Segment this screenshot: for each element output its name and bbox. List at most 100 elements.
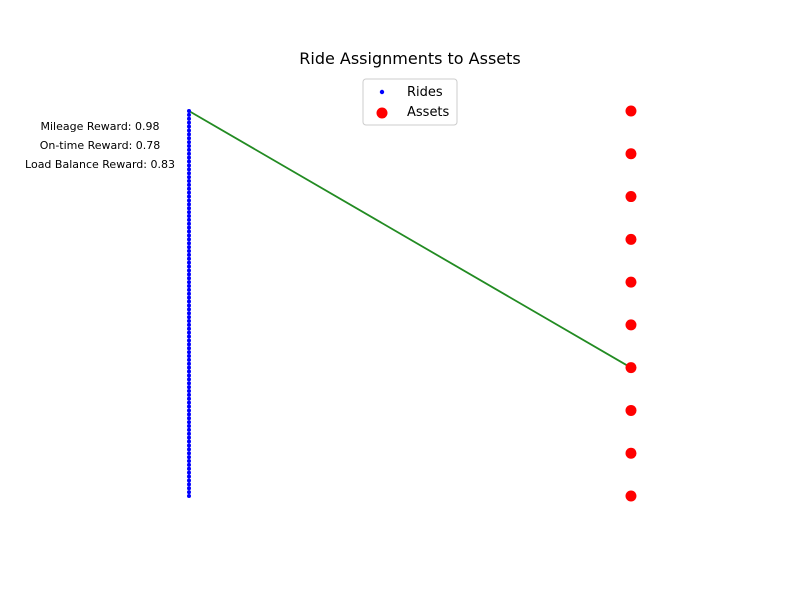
ride-point [187,311,191,316]
ride-point [187,124,191,129]
ride-point [187,354,191,358]
ride-point [187,272,191,277]
ride-point [187,326,191,331]
ride-point [187,466,191,471]
ride-point [187,357,191,362]
ride-point [187,381,191,386]
chart-title: Ride Assignments to Assets [299,49,521,68]
asset-point [625,404,637,416]
ride-point [187,427,191,432]
ride-point [187,389,191,393]
ride-point [187,109,191,113]
ride-point [187,369,191,374]
ride-point [187,167,191,172]
ride-point [187,334,191,339]
reward-annotations: Mileage Reward: 0.98 On-time Reward: 0.7… [25,120,175,171]
ride-point [187,424,191,428]
asset-point [625,148,637,160]
ride-point [187,136,191,141]
ride-point [187,416,191,421]
asset-point [625,191,637,203]
ride-point [187,392,191,397]
ride-point [187,190,191,195]
ride-point [187,435,191,440]
ride-point [187,287,191,292]
ride-point [187,214,191,218]
ride-point [187,431,191,436]
ride-point [187,346,191,351]
ride-point [187,217,191,222]
ride-point [187,155,191,160]
ride-point [187,260,191,265]
ride-point [187,225,191,230]
load-balance-reward-label: Load Balance Reward: 0.83 [25,158,175,171]
legend: Rides Assets [362,78,458,126]
ride-point [187,377,191,382]
ride-point [187,478,191,483]
ride-point [187,237,191,242]
ride-point [187,462,191,467]
on-time-reward-label: On-time Reward: 0.78 [40,139,161,152]
ride-point [187,284,191,288]
ride-point [187,233,191,238]
ride-point [187,175,191,180]
ride-point [187,221,191,226]
ride-point [187,303,191,308]
ride-point [187,295,191,300]
asset-point [625,447,637,459]
ride-point [187,447,191,452]
ride-point [187,350,191,355]
asset-point [625,319,637,331]
ride-point [187,482,191,487]
legend-rides-marker [379,89,385,95]
ride-point [187,373,191,378]
ride-point [187,198,191,203]
ride-point [187,186,191,191]
ride-point [187,338,191,343]
asset-point [625,233,637,245]
ride-point [187,404,191,409]
ride-point [187,147,191,152]
ride-point [187,470,191,475]
mileage-reward-label: Mileage Reward: 0.98 [40,120,159,133]
ride-point [187,365,191,370]
legend-assets-label: Assets [407,105,450,120]
legend-rides-label: Rides [407,85,443,100]
ride-point [187,420,191,425]
ride-point [187,299,191,304]
ride-point [187,361,191,366]
ride-point [187,112,191,117]
ride-point [187,385,191,390]
ride-point [187,408,191,413]
asset-point [625,362,637,374]
ride-point [187,291,191,296]
ride-point [187,486,191,491]
ride-point [187,494,191,498]
ride-point [187,171,191,176]
ride-point [187,202,191,207]
assignment-lines [188,110,632,369]
ride-point [187,451,191,456]
ride-point [187,159,191,164]
ride-point [187,268,191,273]
ride-point [187,322,191,327]
ride-point [187,182,191,187]
ride-point [187,245,191,250]
ride-point [187,210,191,215]
ride-point [187,116,191,121]
ride-point [187,128,191,133]
ride-point [187,140,191,145]
ride-point [187,163,191,168]
ride-point [187,241,191,246]
ride-point [187,206,191,211]
ride-point [187,179,191,183]
ride-point [187,249,191,253]
ride-point [187,400,191,405]
ride-point [187,132,191,137]
ride-point [187,307,191,312]
ride-point [187,330,191,335]
assignment-line-1 [188,110,632,369]
asset-point [625,276,637,288]
asset-points [625,105,637,502]
ride-point [187,144,191,148]
